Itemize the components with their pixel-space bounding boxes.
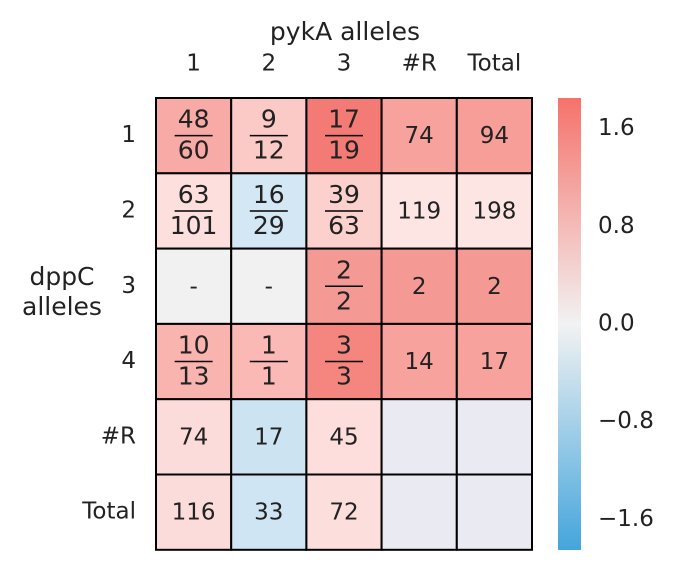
cell-label: 74 xyxy=(405,123,434,149)
cell-numerator: 48 xyxy=(178,105,210,134)
cell-label: 116 xyxy=(172,500,216,526)
cell xyxy=(455,473,533,551)
cell-denominator: 3 xyxy=(336,362,352,391)
y-tick-label: 2 xyxy=(121,197,136,223)
cell xyxy=(155,398,233,476)
cell-denominator: 60 xyxy=(178,136,210,165)
y-tick-label: 1 xyxy=(121,122,136,148)
cell xyxy=(230,473,308,551)
x-tick-label: Total xyxy=(467,51,522,77)
cell-label: 17 xyxy=(254,424,283,450)
y-axis-title: dppC xyxy=(29,262,94,291)
cell xyxy=(455,398,533,476)
colorbar-tick-label: 0.8 xyxy=(598,213,635,239)
cell xyxy=(380,473,458,551)
x-axis-title: pykA alleles xyxy=(270,17,420,46)
cell-numerator: 2 xyxy=(336,255,352,284)
x-tick-label: #R xyxy=(402,51,437,77)
cell-label: 119 xyxy=(397,198,441,224)
cell-numerator: 16 xyxy=(253,180,285,209)
y-tick-label: Total xyxy=(81,499,136,525)
cell-denominator: 1 xyxy=(261,362,277,391)
colorbar xyxy=(558,98,581,550)
cell-label: 94 xyxy=(480,123,509,149)
cell-label: 2 xyxy=(487,274,502,300)
cell-numerator: 39 xyxy=(328,180,360,209)
cell-numerator: 3 xyxy=(336,331,352,360)
cell-numerator: 9 xyxy=(261,105,277,134)
cell xyxy=(380,398,458,476)
x-tick-label: 2 xyxy=(261,51,276,77)
cell-denominator: 2 xyxy=(336,286,352,315)
cell-label: 2 xyxy=(412,274,427,300)
cell-label: 198 xyxy=(472,198,516,224)
cell xyxy=(455,172,533,250)
cell-label: 14 xyxy=(405,349,434,375)
colorbar-tick-label: −0.8 xyxy=(598,408,654,434)
cell xyxy=(155,473,233,551)
cell xyxy=(230,247,308,325)
cell xyxy=(455,322,533,401)
x-tick-label: 3 xyxy=(337,51,352,77)
cell-denominator: 101 xyxy=(170,211,218,240)
cell-numerator: 17 xyxy=(328,105,360,134)
y-tick-label: 4 xyxy=(121,348,136,374)
colorbar-tick-label: 1.6 xyxy=(598,115,635,141)
cell-denominator: 13 xyxy=(178,362,210,391)
cell-label: - xyxy=(265,274,273,300)
cell xyxy=(305,473,383,551)
cell-label: 74 xyxy=(179,424,208,450)
cell-label: 45 xyxy=(329,424,358,450)
cell-numerator: 10 xyxy=(178,331,210,360)
cell-numerator: 63 xyxy=(178,180,210,209)
cell-label: - xyxy=(189,274,197,300)
cell-label: 17 xyxy=(480,349,509,375)
y-tick-label: #R xyxy=(101,423,136,449)
y-tick-label: 3 xyxy=(121,273,136,299)
cell-denominator: 63 xyxy=(328,211,360,240)
cell-label: 72 xyxy=(329,500,358,526)
x-tick-label: 1 xyxy=(186,51,201,77)
cell-denominator: 19 xyxy=(328,136,360,165)
cell-denominator: 12 xyxy=(253,136,285,165)
colorbar-tick-label: −1.6 xyxy=(598,506,654,532)
cell xyxy=(380,247,458,325)
cell xyxy=(455,247,533,325)
cell-numerator: 1 xyxy=(261,331,277,360)
colorbar-tick-label: 0.0 xyxy=(598,311,635,337)
cell-label: 33 xyxy=(254,500,283,526)
cell-denominator: 29 xyxy=(253,211,285,240)
y-axis-title: alleles xyxy=(22,292,102,321)
